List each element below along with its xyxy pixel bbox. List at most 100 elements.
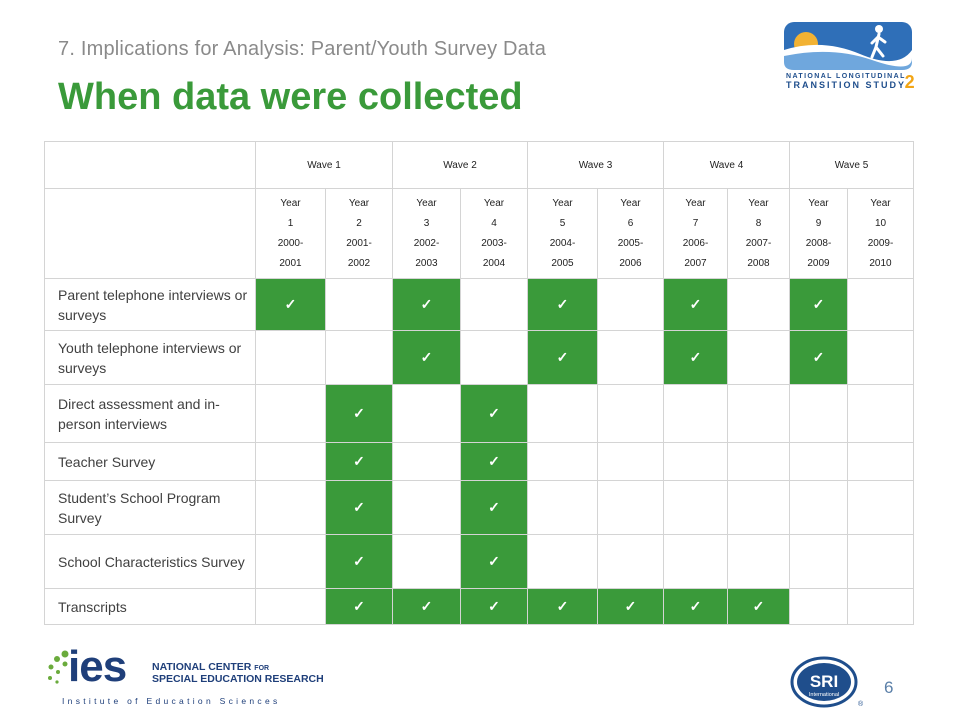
wave-header: Wave 4 [663,141,790,189]
check-cell: ✓ [392,278,461,331]
empty-cell [460,278,528,331]
year-header-num: 3 [423,217,430,229]
empty-cell [460,330,528,385]
checkmark-icon: ✓ [353,598,365,614]
checkmark-icon: ✓ [812,349,825,365]
year-header-label: Year [348,197,370,209]
check-cell: ✓ [460,384,528,443]
checkmark-icon: ✓ [556,598,569,614]
data-collection-table: Wave 1 Wave 2 Wave 3 Wave 4 Wave 5 Year 1… [44,141,914,625]
nlts2-logo: NATIONAL LONGITUDINAL TRANSITION STUDY 2 [782,20,916,98]
empty-cell [847,442,914,481]
row-label: Youth telephone interviews or surveys [44,330,256,385]
sri-logo-registered: ® [858,700,864,708]
checkmark-icon: ✓ [689,349,702,365]
check-cell: ✓ [527,330,598,385]
checkmark-icon: ✓ [353,453,365,469]
year-header-end: 2008 [747,257,770,269]
checkmark-icon: ✓ [420,349,433,365]
nlts2-logo-graphic [784,22,912,70]
year-header: Year 1 2000- 2001 [255,188,326,279]
empty-cell [325,330,393,385]
checkmark-icon: ✓ [752,598,765,614]
empty-cell [663,442,728,481]
table-row: Direct assessment and in-person intervie… [44,384,914,443]
empty-cell [392,442,461,481]
checkmark-icon: ✓ [488,598,500,614]
check-cell: ✓ [460,480,528,535]
year-header-end: 2009 [807,257,830,269]
year-header: Year 3 2002- 2003 [392,188,461,279]
year-header-num: 8 [755,217,762,229]
year-header: Year 9 2008- 2009 [789,188,848,279]
check-cell: ✓ [460,442,528,481]
year-header-num: 9 [815,217,822,229]
check-cell: ✓ [663,588,728,625]
empty-cell [847,384,914,443]
empty-cell [392,480,461,535]
empty-cell [527,384,598,443]
empty-cell [847,278,914,331]
check-cell: ✓ [597,588,664,625]
year-header: Year 8 2007- 2008 [727,188,790,279]
check-cell: ✓ [325,588,393,625]
checkmark-icon: ✓ [556,296,569,312]
checkmark-icon: ✓ [689,296,702,312]
checkmark-icon: ✓ [420,296,433,312]
row-label: Student’s School Program Survey [44,480,256,535]
empty-cell [392,384,461,443]
check-cell: ✓ [663,278,728,331]
year-header-start: 2005- [617,237,644,249]
empty-cell [789,442,848,481]
check-cell: ✓ [325,534,393,589]
year-header-end: 2002 [347,257,371,269]
row-label: Teacher Survey [44,442,256,481]
empty-cell [847,480,914,535]
year-header: Year 10 2009- 2010 [847,188,914,279]
check-cell: ✓ [789,278,848,331]
year-header-row: Year 1 2000- 2001 Year 2 2001- 2002 Year 3 2002- 20… [44,188,914,279]
wave-header: Wave 3 [527,141,664,189]
year-header-start: 2001- [346,237,372,249]
table-row: Teacher Survey ✓ ✓ [44,442,914,481]
year-header-label: Year [685,197,706,209]
row-label: School Characteristics Survey [44,534,256,589]
sri-logo-subtext: International [809,692,839,698]
checkmark-icon: ✓ [812,296,825,312]
empty-cell [255,534,326,589]
year-header-num: 5 [559,217,566,229]
year-header-start: 2009- [867,237,894,249]
nlts2-logo-two: 2 [904,72,916,92]
empty-cell [597,480,664,535]
empty-cell [255,442,326,481]
checkmark-icon: ✓ [488,453,500,469]
empty-cell [663,480,728,535]
table-row: School Characteristics Survey ✓ ✓ [44,534,914,589]
sri-logo-wordmark: SRI [810,672,838,691]
empty-cell [255,588,326,625]
year-header: Year 2 2001- 2002 [325,188,393,279]
empty-cell [255,384,326,443]
empty-cell [527,534,598,589]
slide-title: When data were collected [58,76,523,118]
year-header-label: Year [870,197,891,209]
sri-logo-graphic: SRI International ® [790,656,864,708]
corner-cell [44,188,256,279]
ies-mark: ies [68,642,127,691]
year-header-label: Year [620,197,641,209]
empty-cell [847,534,914,589]
check-cell: ✓ [460,534,528,589]
year-header-label: Year [280,197,301,209]
check-cell: ✓ [325,442,393,481]
year-header-start: 2004- [549,237,576,249]
check-cell: ✓ [789,330,848,385]
check-cell: ✓ [392,330,461,385]
empty-cell [663,384,728,443]
year-header-end: 2005 [551,257,574,269]
table-row: Parent telephone interviews or surveys ✓ ✓… [44,278,914,331]
table-row: Transcripts ✓ ✓ ✓ ✓ ✓ ✓ ✓ [44,588,914,625]
year-header-num: 1 [287,217,294,229]
ies-line2: SPECIAL EDUCATION RESEARCH [152,673,324,685]
year-header-num: 10 [874,217,887,229]
checkmark-icon: ✓ [420,598,433,614]
